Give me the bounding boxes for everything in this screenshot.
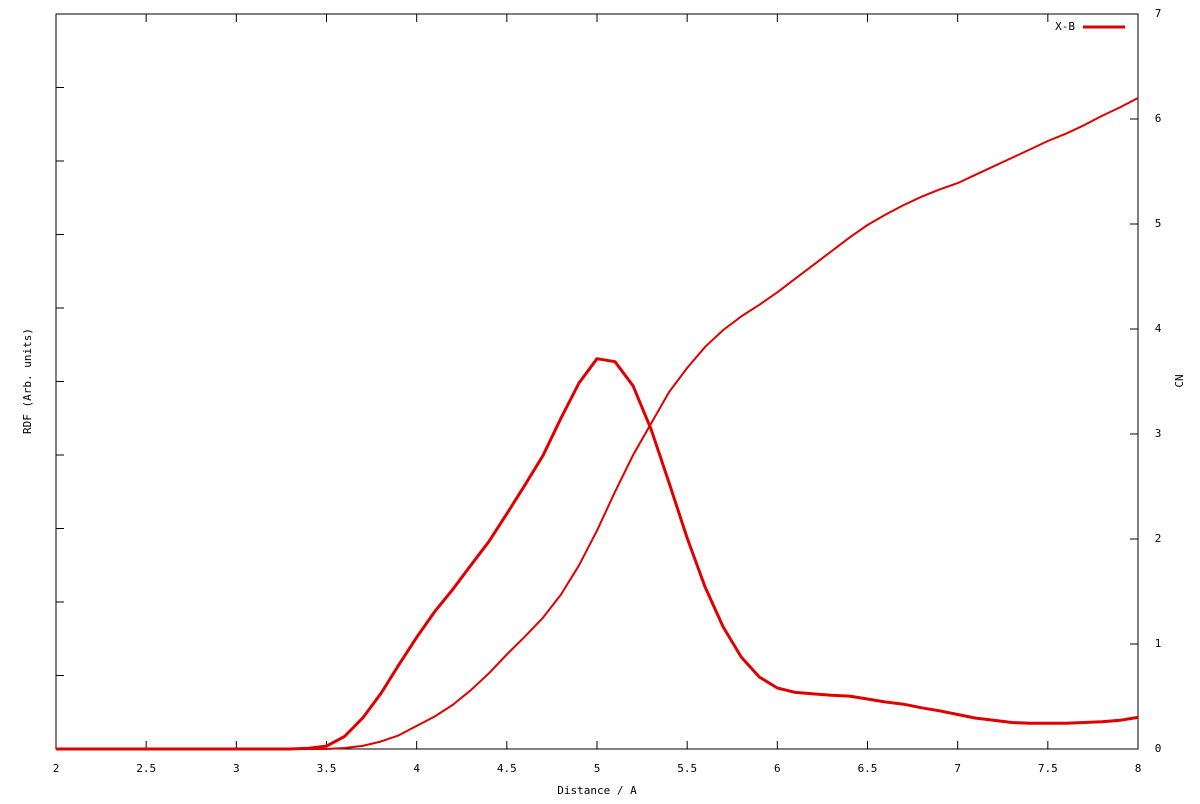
plot-frame <box>55 13 1139 750</box>
y2-tick-label: 1 <box>1155 637 1162 650</box>
x-tick-label: 8 <box>1135 762 1142 775</box>
y-axis-label: RDF (Arb. units) <box>21 328 34 434</box>
series-line <box>56 357 1139 751</box>
y2-tick-label: 0 <box>1155 742 1162 755</box>
y2-tick-label: 3 <box>1155 427 1162 440</box>
legend-label: X-B <box>1055 20 1075 33</box>
series-line <box>56 97 1139 750</box>
x-tick-label: 5 <box>594 762 601 775</box>
y2-tick-label: 7 <box>1155 7 1162 20</box>
y2-axis-label: CN <box>1173 374 1186 387</box>
x-tick-label: 7 <box>954 762 961 775</box>
x-tick-label: 3 <box>233 762 240 775</box>
y2-tick-label: 6 <box>1155 112 1162 125</box>
y2-tick-label: 4 <box>1155 322 1162 335</box>
x-tick-label: 5.5 <box>677 762 697 775</box>
x-tick-label: 4.5 <box>497 762 517 775</box>
x-tick-label: 2 <box>53 762 60 775</box>
x-tick-label: 4 <box>413 762 420 775</box>
x-tick-label: 2.5 <box>136 762 156 775</box>
y2-tick-label: 2 <box>1155 532 1162 545</box>
x-tick-label: 7.5 <box>1038 762 1058 775</box>
x-axis-label: Distance / A <box>557 784 637 797</box>
x-tick-label: 6.5 <box>858 762 878 775</box>
x-tick-label: 6 <box>774 762 781 775</box>
y2-tick-label: 5 <box>1155 217 1162 230</box>
x-tick-label: 3.5 <box>317 762 337 775</box>
